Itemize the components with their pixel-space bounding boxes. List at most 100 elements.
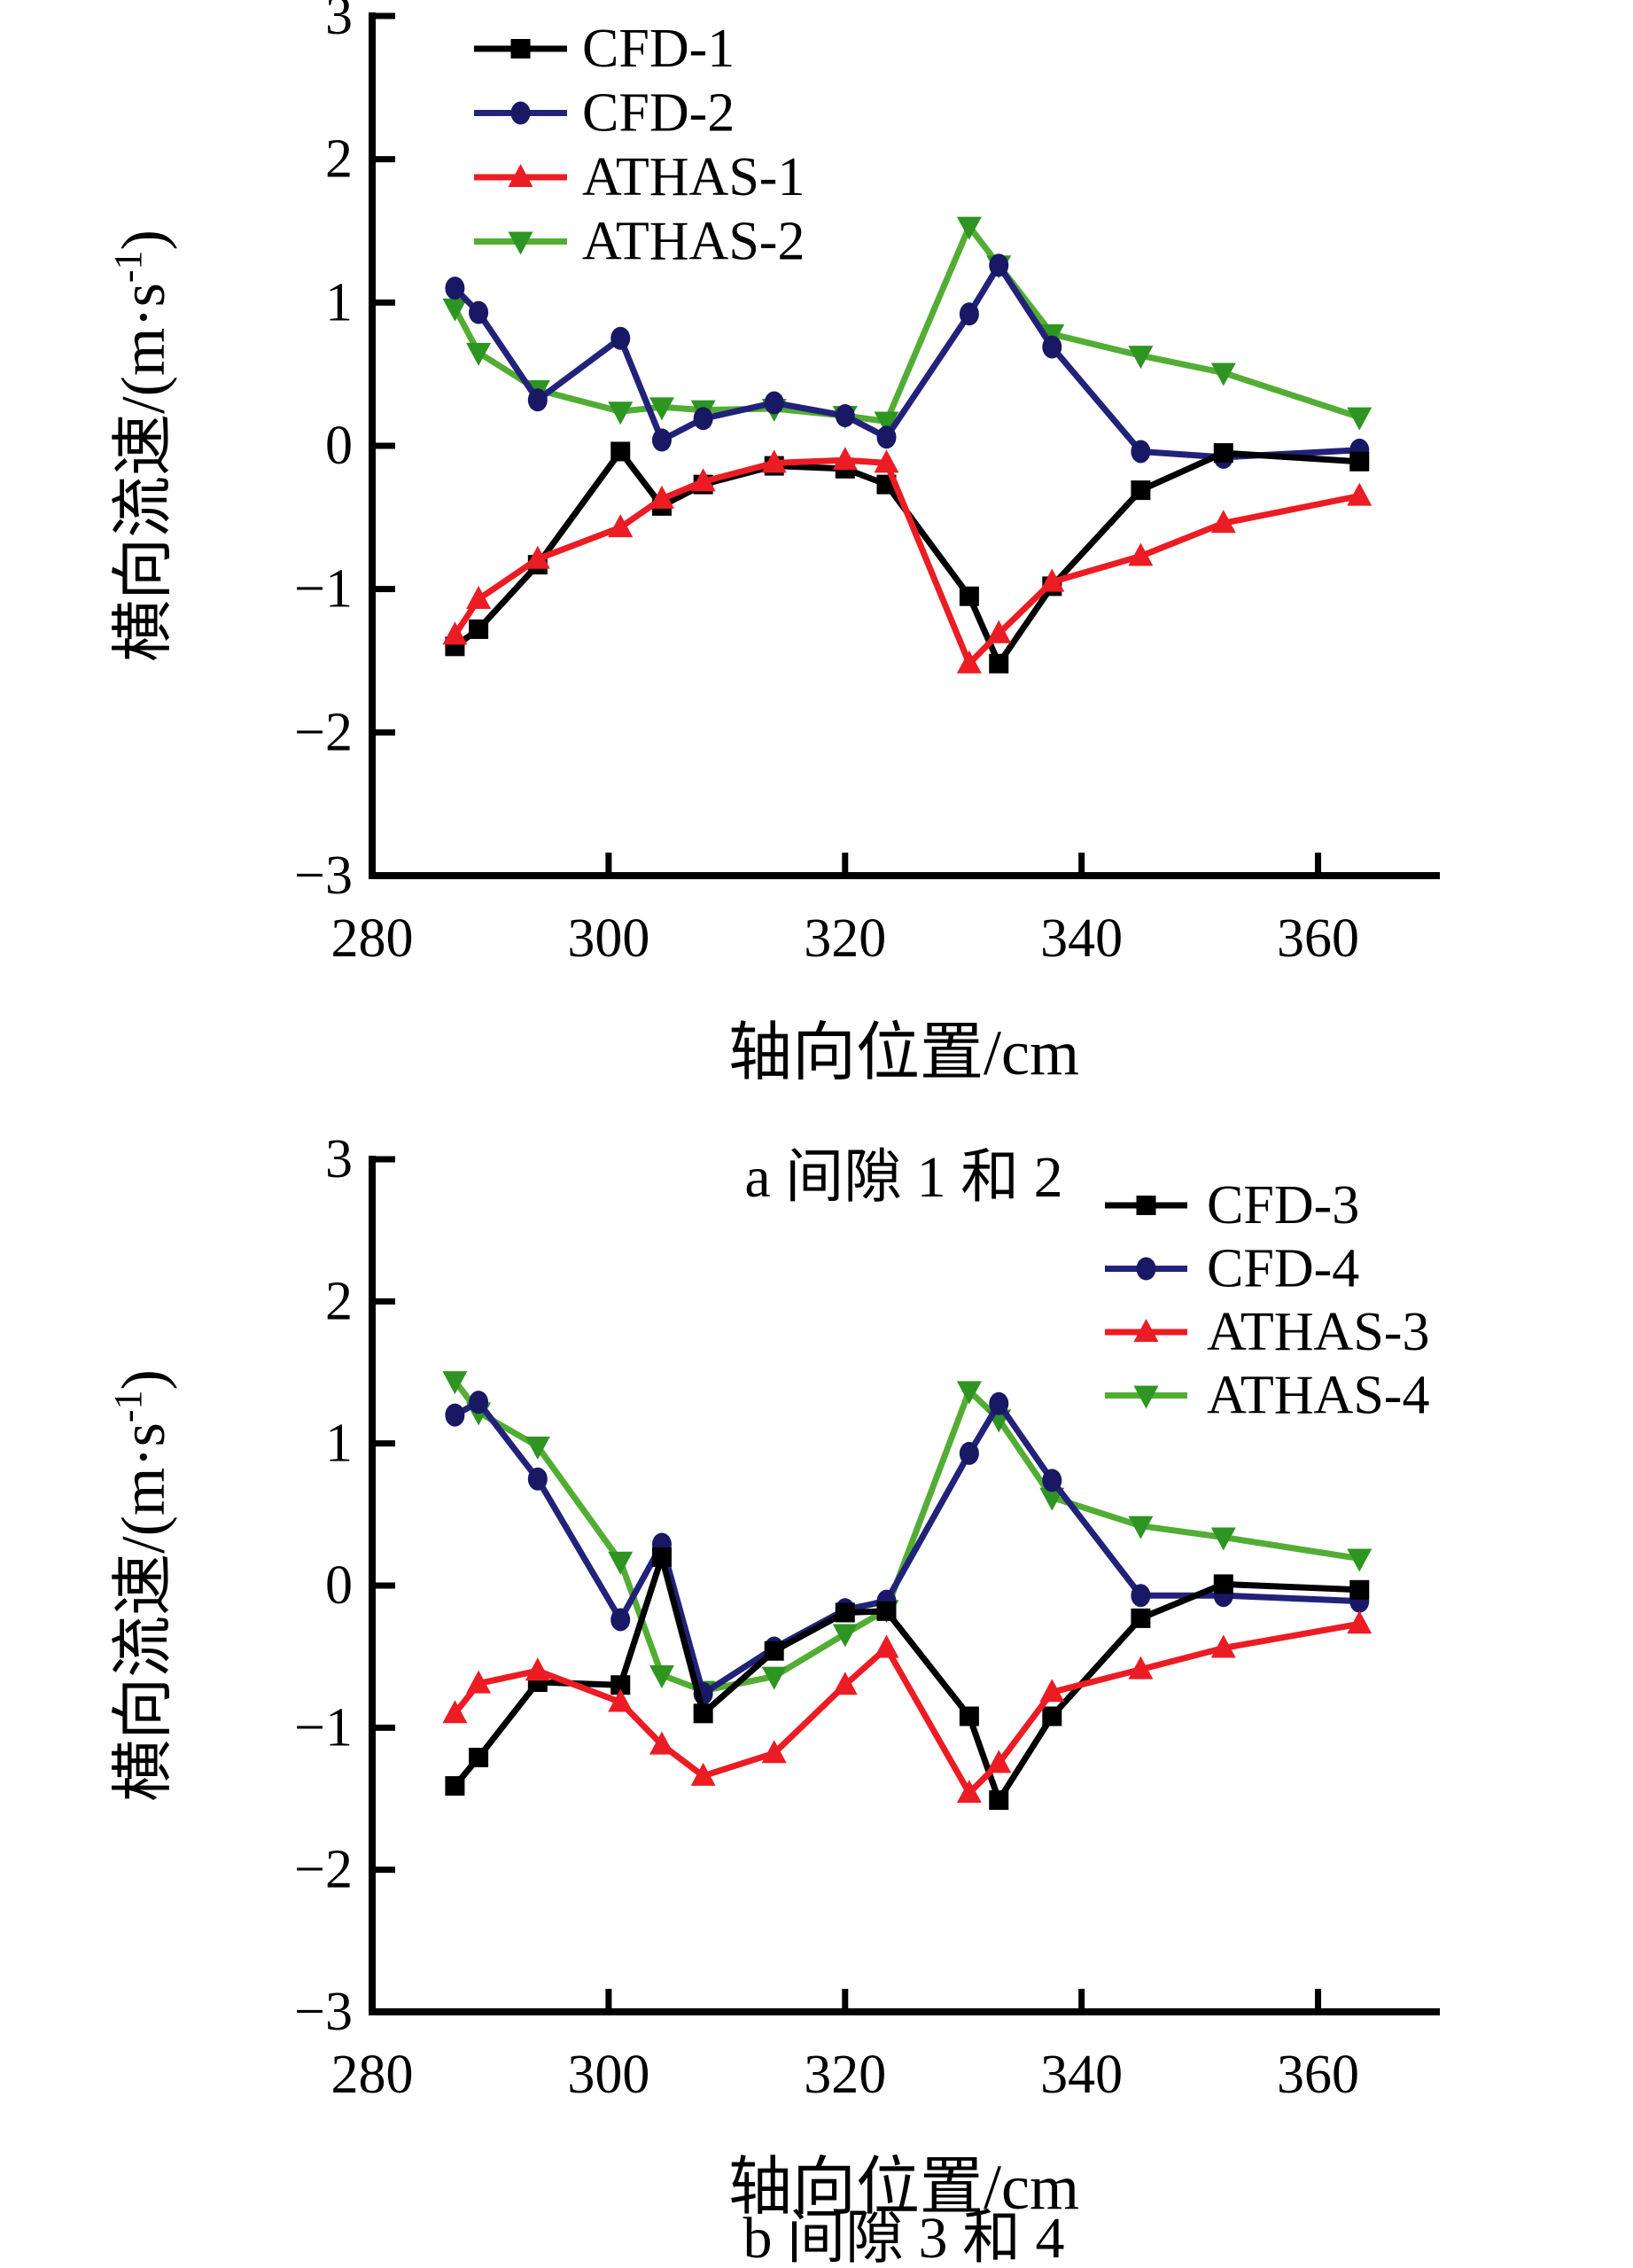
series-CFD-1	[445, 441, 1370, 674]
series-marker-CFD-3	[959, 1706, 979, 1726]
series-marker-CFD-1	[959, 586, 979, 606]
series-marker-ATHAS-3	[874, 1634, 899, 1658]
series-marker-ATHAS-4	[1210, 1527, 1236, 1551]
series-marker-CFD-4	[610, 1608, 631, 1632]
series-marker-ATHAS-1	[956, 650, 982, 674]
series-marker-CFD-2	[989, 253, 1009, 277]
series-marker-ATHAS-1	[1210, 510, 1236, 534]
series-marker-CFD-2	[445, 277, 465, 300]
series-marker-CFD-1	[469, 619, 489, 639]
x-axis-tick-label: 360	[1277, 908, 1359, 969]
y-axis-tick-label: 2	[325, 129, 353, 190]
legend-label: ATHAS-3	[1207, 1302, 1429, 1362]
series-marker-ATHAS-1	[1347, 482, 1372, 506]
series-marker-ATHAS-1	[874, 449, 899, 473]
panel-caption: a 间隙 1 和 2	[744, 1145, 1062, 1210]
series-marker-ATHAS-1	[649, 485, 674, 509]
series-marker-ATHAS-2	[1128, 346, 1154, 370]
series-marker-CFD-1	[610, 441, 631, 462]
series-marker-CFD-3	[610, 1675, 631, 1695]
series-marker-CFD-4	[959, 1441, 979, 1465]
series-marker-CFD-3	[1349, 1579, 1370, 1600]
series-marker-CFD-3	[876, 1601, 897, 1621]
series-marker-CFD-3	[693, 1703, 713, 1724]
legend-label: ATHAS-4	[1207, 1366, 1429, 1426]
legend-label: ATHAS-2	[582, 212, 805, 272]
series-line-CFD-1	[453, 448, 1360, 667]
y-axis-tick-label: −3	[294, 846, 353, 906]
legend-label: ATHAS-1	[582, 147, 805, 207]
legend-marker-square-icon	[510, 39, 531, 58]
series-marker-ATHAS-2	[1347, 407, 1372, 431]
series-marker-CFD-3	[764, 1641, 784, 1661]
series-marker-ATHAS-4	[442, 1371, 468, 1395]
series-marker-CFD-3	[651, 1547, 672, 1567]
series-marker-ATHAS-3	[690, 1762, 716, 1786]
legend-marker-triangle-up-icon	[508, 164, 533, 187]
series-marker-CFD-2	[651, 428, 672, 452]
axis-spines	[369, 12, 1440, 879]
y-axis-tick-label: 3	[325, 1129, 353, 1189]
series-marker-CFD-3	[1213, 1574, 1233, 1594]
series-marker-CFD-4	[1042, 1469, 1062, 1493]
series-marker-ATHAS-4	[649, 1665, 674, 1689]
legend-marker-circle-icon	[510, 101, 531, 125]
series-marker-ATHAS-4	[525, 1436, 550, 1460]
series-marker-ATHAS-3	[442, 1700, 468, 1724]
series-marker-CFD-2	[876, 425, 897, 449]
y-axis-tick-label: 1	[325, 1414, 353, 1474]
legend-label: CFD-4	[1207, 1239, 1359, 1299]
series-marker-ATHAS-4	[761, 1666, 787, 1690]
series-marker-ATHAS-3	[525, 1657, 550, 1681]
series-marker-ATHAS-3	[986, 1750, 1012, 1773]
series-marker-ATHAS-3	[1347, 1610, 1372, 1634]
series-marker-ATHAS-3	[761, 1740, 787, 1764]
series-marker-ATHAS-1	[608, 514, 634, 538]
series-marker-ATHAS-3	[466, 1670, 492, 1694]
legend-entry: CFD-1	[474, 19, 735, 79]
legend-marker-triangle-up-icon	[1133, 1319, 1159, 1342]
legend-marker-square-icon	[1136, 1196, 1156, 1215]
series-marker-CFD-1	[1131, 480, 1151, 501]
y-axis-tick-label: −2	[294, 1840, 353, 1900]
series-marker-CFD-2	[1042, 335, 1062, 359]
series-marker-ATHAS-3	[1128, 1656, 1154, 1680]
series-marker-ATHAS-3	[832, 1672, 858, 1695]
y-axis-title: 横向流速/(m·s-1)	[106, 230, 178, 662]
legend-entry: CFD-2	[474, 83, 735, 144]
series-marker-ATHAS-2	[442, 298, 468, 322]
series-marker-ATHAS-3	[649, 1731, 674, 1755]
legend-label: CFD-3	[1207, 1175, 1359, 1235]
series-CFD-3	[445, 1547, 1370, 1811]
series-marker-CFD-3	[445, 1776, 465, 1796]
series-marker-CFD-2	[610, 326, 631, 350]
series-marker-ATHAS-2	[466, 342, 492, 366]
y-axis-tick-label: 3	[325, 0, 353, 46]
series-marker-ATHAS-4	[832, 1624, 858, 1648]
series-marker-ATHAS-4	[1347, 1548, 1372, 1572]
series-marker-ATHAS-4	[608, 1551, 634, 1575]
series-marker-CFD-3	[989, 1790, 1009, 1811]
series-marker-CFD-2	[764, 391, 784, 415]
series-ATHAS-1	[442, 447, 1372, 674]
series-marker-ATHAS-1	[466, 585, 492, 609]
series-marker-ATHAS-3	[1039, 1679, 1065, 1703]
x-axis-tick-label: 360	[1277, 2045, 1359, 2105]
series-marker-CFD-2	[959, 302, 979, 326]
legend-entry: ATHAS-4	[1105, 1366, 1429, 1426]
series-marker-ATHAS-1	[442, 621, 468, 645]
y-axis-title: 横向流速/(m·s-1)	[106, 1369, 178, 1802]
series-marker-ATHAS-2	[1210, 362, 1236, 386]
series-marker-CFD-4	[989, 1391, 1009, 1415]
series-marker-CFD-4	[469, 1391, 489, 1415]
series-marker-CFD-3	[835, 1602, 855, 1623]
series-marker-ATHAS-1	[761, 449, 787, 473]
series-marker-ATHAS-2	[874, 411, 899, 435]
panel-caption: b 间隙 3 和 4	[743, 2206, 1065, 2268]
series-ATHAS-3	[442, 1610, 1372, 1804]
x-axis-tick-label: 280	[331, 2045, 414, 2105]
